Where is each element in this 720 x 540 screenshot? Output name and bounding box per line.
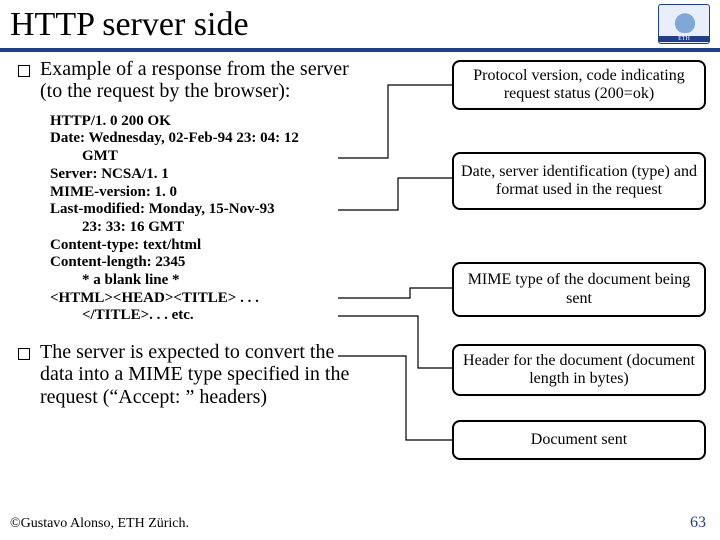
code-line: Content-length: 2345 xyxy=(50,254,356,272)
annotation-text: Date, server identification (type) and f… xyxy=(460,163,698,200)
code-line: </TITLE>. . . etc. xyxy=(50,307,356,325)
code-line: Last-modified: Monday, 15-Nov-93 xyxy=(50,201,356,219)
bullet-1-text: Example of a response from the server (t… xyxy=(40,58,356,103)
annotation-date-server: Date, server identification (type) and f… xyxy=(452,152,706,210)
annotation-content-length: Header for the document (document length… xyxy=(452,344,706,396)
annotation-text: Document sent xyxy=(531,431,627,449)
bullet-icon xyxy=(18,65,30,77)
annotation-text: MIME type of the document being sent xyxy=(460,271,698,308)
eth-logo-caption: ETH xyxy=(659,36,709,42)
slide: HTTP server side ETH Example of a respon… xyxy=(0,0,720,540)
code-line: MIME-version: 1. 0 xyxy=(50,184,356,202)
footer-copyright: ©Gustavo Alonso, ETH Zürich. xyxy=(10,516,189,532)
eth-logo: ETH xyxy=(658,4,710,44)
bullet-2-text: The server is expected to convert the da… xyxy=(40,341,356,408)
code-line: <HTML><HEAD><TITLE> . . . xyxy=(50,290,356,308)
title-underline xyxy=(0,48,720,52)
annotation-mime-type: MIME type of the document being sent xyxy=(452,262,706,317)
annotation-document-sent: Document sent xyxy=(452,420,706,460)
code-line: HTTP/1. 0 200 OK xyxy=(50,113,356,131)
bullet-icon xyxy=(18,348,30,360)
http-response-block: HTTP/1. 0 200 OK Date: Wednesday, 02-Feb… xyxy=(50,113,356,325)
code-line: GMT xyxy=(50,148,356,166)
left-column: Example of a response from the server (t… xyxy=(18,58,356,418)
code-line: Server: NCSA/1. 1 xyxy=(50,166,356,184)
slide-title: HTTP server side xyxy=(10,6,249,44)
annotation-protocol: Protocol version, code indicating reques… xyxy=(452,60,706,110)
code-line: * a blank line * xyxy=(50,272,356,290)
annotation-text: Header for the document (document length… xyxy=(460,352,698,389)
code-line: Content-type: text/html xyxy=(50,237,356,255)
annotation-text: Protocol version, code indicating reques… xyxy=(460,67,698,104)
bullet-1: Example of a response from the server (t… xyxy=(18,58,356,103)
code-line: 23: 33: 16 GMT xyxy=(50,219,356,237)
bullet-2: The server is expected to convert the da… xyxy=(18,341,356,408)
code-line: Date: Wednesday, 02-Feb-94 23: 04: 12 xyxy=(50,130,356,148)
page-number: 63 xyxy=(690,514,706,532)
